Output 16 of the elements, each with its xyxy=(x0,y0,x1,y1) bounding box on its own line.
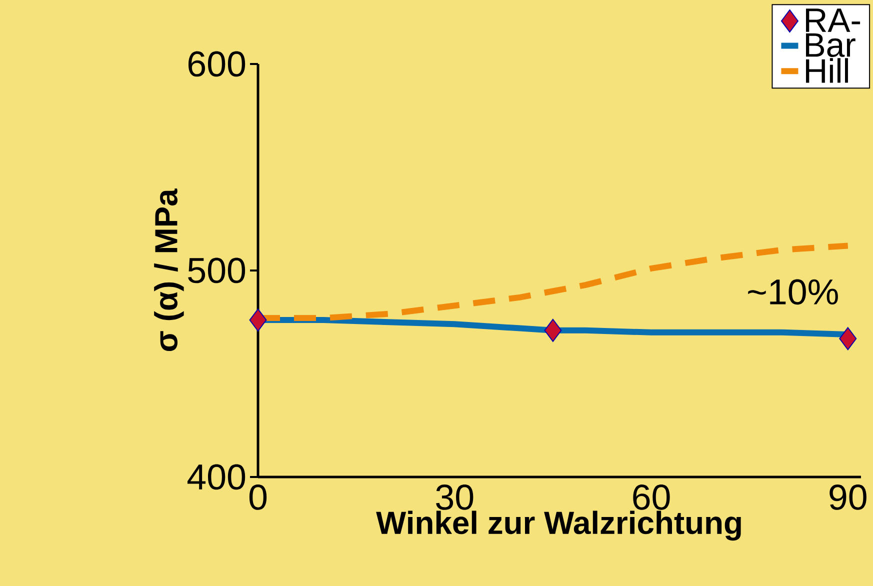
legend-label: Bar xyxy=(806,33,856,57)
x-tick-label: 90 xyxy=(830,484,866,510)
y-tick-label: 600 xyxy=(188,51,246,77)
annotation: ~10% xyxy=(748,279,838,305)
y-tick-label: 400 xyxy=(187,464,246,490)
point xyxy=(249,308,267,332)
legend-label: Hill xyxy=(806,58,848,83)
point xyxy=(839,327,857,350)
y-axis-title: σ (α) / MPa xyxy=(154,188,184,352)
legend-label: RA- xyxy=(806,8,860,32)
x-axis-title: Winkel zur Walzrichtung xyxy=(376,510,741,541)
x-tick-label: 60 xyxy=(633,484,670,510)
point xyxy=(544,318,562,342)
x-tick-label: 0 xyxy=(249,484,267,510)
y-tick-label: 500 xyxy=(188,258,246,284)
x-tick-label: 30 xyxy=(436,484,474,510)
